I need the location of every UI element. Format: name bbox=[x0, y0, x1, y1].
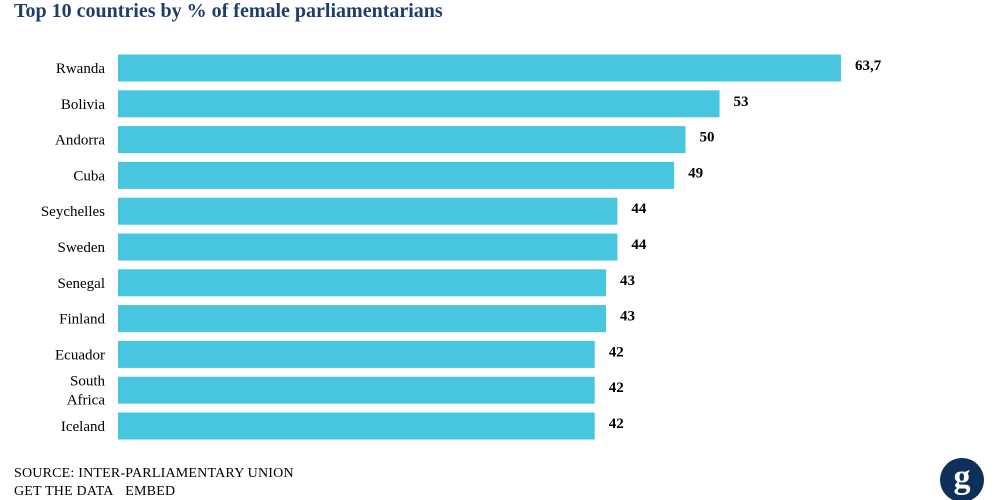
category-label: Rwanda bbox=[56, 61, 105, 77]
bar-andorra bbox=[118, 126, 686, 154]
bar-cuba bbox=[118, 161, 675, 189]
value-label: 63,7 bbox=[855, 58, 882, 74]
footer-links: GET THE DATA EMBED bbox=[14, 484, 183, 500]
bar-iceland bbox=[118, 412, 595, 440]
embed-link[interactable]: EMBED bbox=[125, 484, 176, 499]
value-label: 50 bbox=[700, 130, 715, 146]
category-label: Bolivia bbox=[61, 97, 106, 113]
bar-finland bbox=[118, 305, 607, 333]
category-label: Seychelles bbox=[41, 204, 105, 220]
bar-south-africa bbox=[118, 376, 595, 404]
bar-seychelles bbox=[118, 197, 618, 225]
source-note: SOURCE: INTER-PARLIAMENTARY UNION bbox=[14, 466, 294, 481]
value-label: 49 bbox=[688, 165, 703, 181]
guardian-logo-icon: g bbox=[940, 458, 984, 500]
bar-ecuador bbox=[118, 340, 595, 368]
category-label: Sweden bbox=[58, 240, 106, 256]
value-label: 42 bbox=[609, 380, 624, 396]
chart-title: Top 10 countries by % of female parliame… bbox=[14, 0, 443, 22]
value-label: 43 bbox=[620, 309, 635, 325]
value-label: 53 bbox=[734, 94, 749, 110]
bar-senegal bbox=[118, 269, 607, 297]
category-label: Iceland bbox=[61, 419, 106, 435]
bar-chart: Rwanda 63,7 Bolivia 53 Andorra 50 Cuba 49 Seyche… bbox=[41, 54, 882, 440]
bar-rwanda bbox=[118, 54, 841, 82]
category-label: Finland bbox=[59, 312, 105, 328]
category-label: South Africa bbox=[67, 374, 106, 409]
bar-bolivia bbox=[118, 90, 720, 118]
category-label: Cuba bbox=[73, 168, 105, 184]
category-label: Senegal bbox=[58, 276, 105, 292]
category-label: Andorra bbox=[55, 133, 105, 149]
value-label: 44 bbox=[631, 237, 647, 253]
value-label: 42 bbox=[609, 416, 624, 432]
value-label: 43 bbox=[620, 273, 635, 289]
value-label: 42 bbox=[609, 344, 624, 360]
category-label: Ecuador bbox=[55, 347, 105, 363]
value-label: 44 bbox=[631, 201, 647, 217]
get-the-data-link[interactable]: GET THE DATA bbox=[14, 484, 114, 499]
bar-sweden bbox=[118, 233, 618, 261]
